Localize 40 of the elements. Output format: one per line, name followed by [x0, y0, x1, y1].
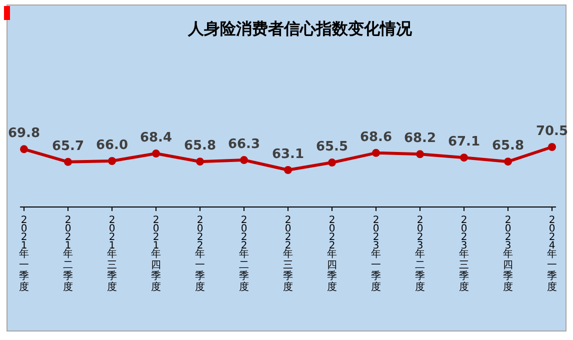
x-tick-label: 2022年四季度 [327, 215, 337, 293]
point [152, 150, 160, 158]
point [548, 143, 556, 151]
data-label: 67.1 [448, 134, 480, 150]
x-tick-label: 2023年二季度 [415, 215, 425, 293]
point [64, 158, 72, 166]
point [416, 150, 424, 158]
data-label: 63.1 [272, 147, 304, 162]
data-label: 65.8 [184, 138, 216, 154]
data-label: 70.5 [536, 124, 568, 139]
x-tick-label: 2023年四季度 [503, 215, 513, 293]
point [240, 156, 248, 164]
point [284, 166, 292, 174]
point [20, 145, 28, 154]
data-label: 65.7 [52, 138, 84, 154]
x-tick-label: 2022年三季度 [283, 215, 293, 293]
x-tick-label: 2023年三季度 [459, 215, 469, 293]
x-tick-label: 2024年一季度 [547, 215, 557, 293]
point [328, 158, 336, 167]
data-label: 65.8 [492, 138, 524, 154]
x-tick-label: 2022年一季度 [195, 215, 205, 293]
point [372, 148, 380, 157]
x-tick-label: 2021年四季度 [151, 215, 161, 293]
data-label: 66.0 [96, 138, 128, 153]
chart-title: 人身险消费者信心指数变化情况 [187, 19, 413, 38]
point [504, 158, 512, 166]
x-tick-label: 2023年一季度 [371, 215, 381, 293]
data-label: 66.3 [228, 137, 260, 152]
x-tick-label: 2021年二季度 [63, 215, 73, 293]
data-label: 69.8 [8, 126, 40, 142]
data-label: 68.6 [360, 130, 392, 145]
x-tick-label: 2021年三季度 [107, 215, 117, 293]
data-label: 68.2 [404, 131, 436, 146]
point [196, 158, 204, 166]
point [108, 156, 116, 165]
x-tick-label: 2022年二季度 [239, 215, 249, 293]
point [460, 154, 468, 162]
data-label: 65.5 [316, 140, 348, 155]
x-tick-label: 2021年一季度 [19, 215, 29, 293]
data-label: 68.4 [140, 130, 172, 146]
